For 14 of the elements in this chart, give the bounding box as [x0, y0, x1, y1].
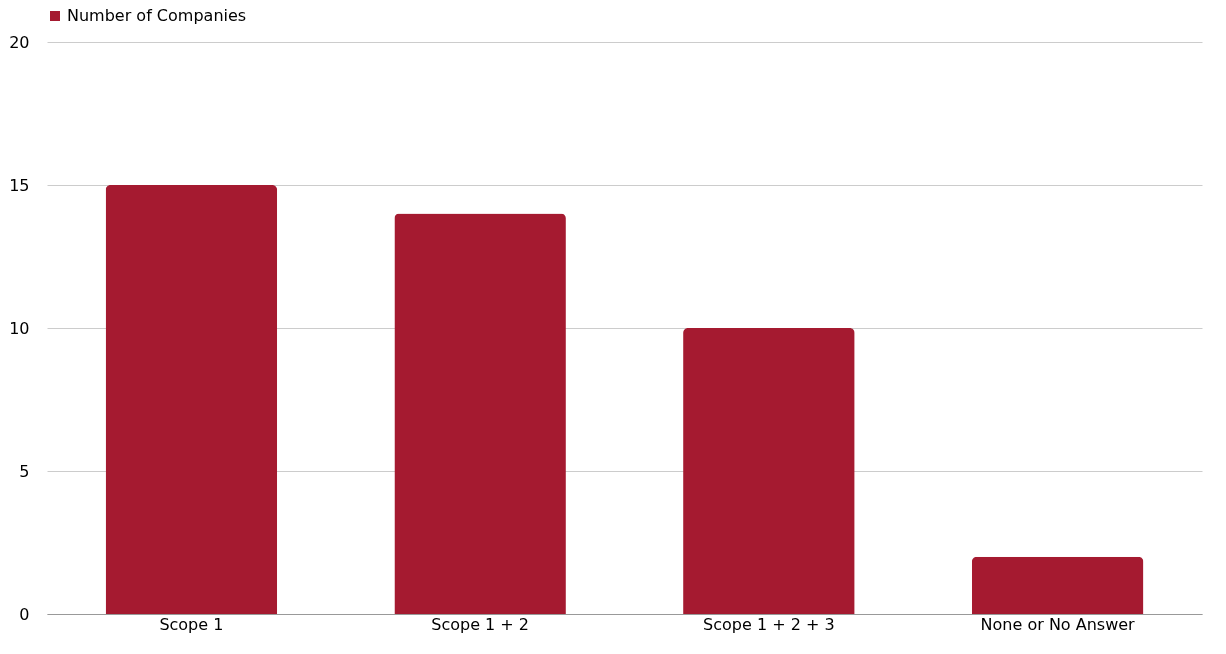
y-tick-label: 10: [9, 318, 30, 338]
legend-label: Number of Companies: [67, 6, 247, 25]
y-tick-label: 5: [19, 461, 30, 481]
bar: [683, 328, 855, 614]
bar: [394, 213, 566, 614]
bar: [105, 185, 278, 614]
x-tick-label: None or No Answer: [980, 614, 1136, 634]
x-tick-label: Scope 1 + 2 + 3: [703, 614, 835, 634]
x-tick-label: Scope 1: [159, 614, 224, 634]
x-tick-label: Scope 1 + 2: [431, 614, 530, 634]
y-tick-label: 20: [9, 32, 30, 52]
bar: [971, 556, 1144, 614]
y-tick-label: 0: [19, 604, 30, 624]
y-tick-label: 15: [9, 175, 30, 195]
